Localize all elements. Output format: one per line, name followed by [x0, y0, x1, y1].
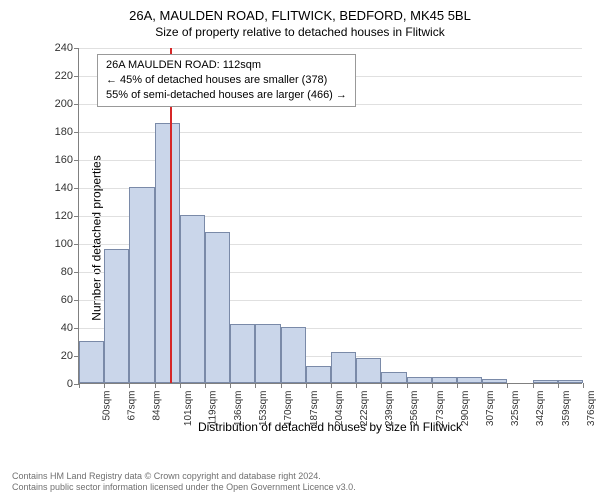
xtick-mark — [533, 383, 534, 388]
footer-line-2: Contains public sector information licen… — [12, 482, 356, 494]
xtick-label: 376sqm — [586, 391, 597, 427]
histogram-bar — [281, 327, 306, 383]
histogram-bar — [457, 377, 482, 383]
histogram-bar — [79, 341, 104, 383]
ytick-mark — [74, 132, 79, 133]
ytick-label: 0 — [67, 378, 73, 390]
histogram-bar — [205, 232, 230, 383]
ytick-mark — [74, 188, 79, 189]
xtick-mark — [381, 383, 382, 388]
xtick-label: 67sqm — [127, 391, 138, 421]
ytick-label: 180 — [55, 126, 73, 138]
chart-title: 26A, MAULDEN ROAD, FLITWICK, BEDFORD, MK… — [0, 0, 600, 23]
ytick-mark — [74, 244, 79, 245]
xtick-mark — [155, 383, 156, 388]
xtick-mark — [558, 383, 559, 388]
ytick-mark — [74, 216, 79, 217]
histogram-bar — [129, 187, 154, 383]
histogram-bar — [407, 377, 432, 383]
xtick-mark — [230, 383, 231, 388]
xtick-label: 50sqm — [102, 391, 113, 421]
histogram-bar — [306, 366, 331, 383]
footer-line-1: Contains HM Land Registry data © Crown c… — [12, 471, 356, 483]
xtick-mark — [507, 383, 508, 388]
xtick-mark — [180, 383, 181, 388]
xtick-mark — [306, 383, 307, 388]
xtick-mark — [432, 383, 433, 388]
ytick-mark — [74, 160, 79, 161]
chart-subtitle: Size of property relative to detached ho… — [0, 23, 600, 43]
xtick-mark — [255, 383, 256, 388]
annotation-line-2: ← 45% of detached houses are smaller (37… — [106, 73, 347, 88]
ytick-mark — [74, 300, 79, 301]
xtick-mark — [79, 383, 80, 388]
ytick-mark — [74, 272, 79, 273]
xtick-mark — [457, 383, 458, 388]
annotation-box: 26A MAULDEN ROAD: 112sqm ← 45% of detach… — [97, 54, 356, 107]
ytick-mark — [74, 328, 79, 329]
xtick-mark — [482, 383, 483, 388]
histogram-bar — [104, 249, 129, 383]
ytick-mark — [74, 76, 79, 77]
ytick-label: 120 — [55, 210, 73, 222]
x-axis-label: Distribution of detached houses by size … — [78, 420, 582, 434]
ytick-label: 220 — [55, 70, 73, 82]
xtick-mark — [356, 383, 357, 388]
histogram-bar — [230, 324, 255, 383]
histogram-bar — [533, 380, 558, 383]
ytick-label: 40 — [61, 322, 73, 334]
xtick-label: 84sqm — [152, 391, 163, 421]
footer-attribution: Contains HM Land Registry data © Crown c… — [12, 471, 356, 494]
histogram-bar — [432, 377, 457, 383]
ytick-label: 160 — [55, 154, 73, 166]
histogram-bar — [356, 358, 381, 383]
ytick-label: 240 — [55, 42, 73, 54]
ytick-label: 140 — [55, 182, 73, 194]
ytick-label: 20 — [61, 350, 73, 362]
histogram-bar — [255, 324, 280, 383]
histogram-bar — [331, 352, 356, 383]
histogram-bar — [381, 372, 406, 383]
histogram-bar — [180, 215, 205, 383]
xtick-mark — [583, 383, 584, 388]
xtick-mark — [281, 383, 282, 388]
xtick-mark — [104, 383, 105, 388]
ytick-label: 200 — [55, 98, 73, 110]
xtick-mark — [129, 383, 130, 388]
ytick-label: 100 — [55, 238, 73, 250]
gridline — [79, 48, 582, 49]
ytick-mark — [74, 48, 79, 49]
histogram-bar — [482, 379, 507, 383]
ytick-label: 60 — [61, 294, 73, 306]
ytick-mark — [74, 104, 79, 105]
histogram-bar — [558, 380, 583, 383]
xtick-mark — [407, 383, 408, 388]
xtick-mark — [331, 383, 332, 388]
plot-area: 02040608010012014016018020022024050sqm67… — [78, 48, 582, 384]
annotation-line-1: 26A MAULDEN ROAD: 112sqm — [106, 58, 347, 73]
ytick-label: 80 — [61, 266, 73, 278]
annotation-line-3: 55% of semi-detached houses are larger (… — [106, 88, 347, 103]
xtick-mark — [205, 383, 206, 388]
histogram-bar — [155, 123, 180, 383]
chart-container: Number of detached properties 0204060801… — [48, 48, 582, 428]
